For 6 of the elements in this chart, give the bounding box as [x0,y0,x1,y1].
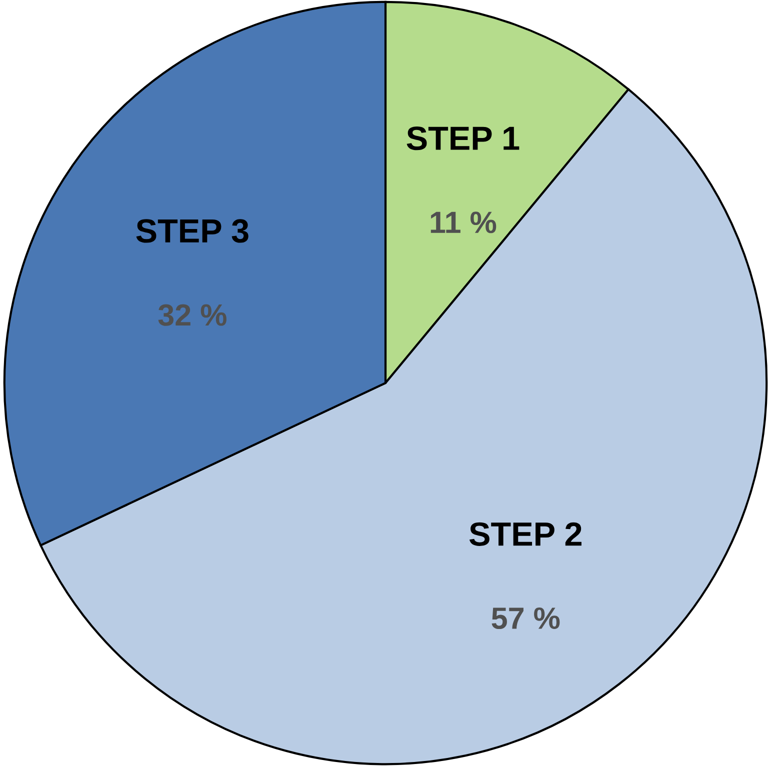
slice-label: STEP 1 [406,126,520,150]
data-label: 11 % [430,212,496,234]
data-label: 57 % [492,607,560,630]
slice-label: STEP 3 [136,219,248,243]
slice-label: STEP 2 [469,522,582,546]
data-label: 32 % [158,304,226,326]
